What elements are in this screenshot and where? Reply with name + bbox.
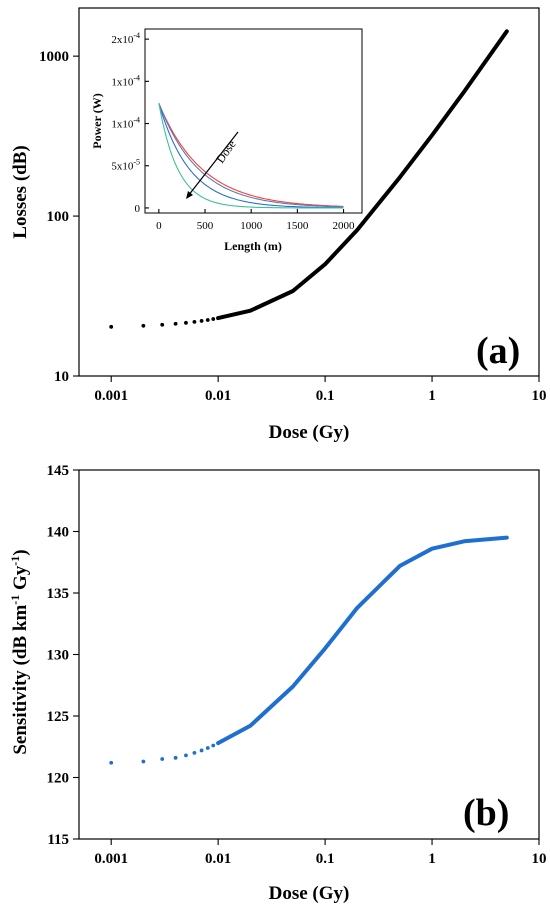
panel-b-y-tick-label: 130 — [47, 648, 70, 664]
panel-a-x-tick-label: 10 — [532, 388, 547, 404]
inset-y-tick-label: 2x10-4 — [111, 31, 140, 46]
panel-b-data-point — [160, 757, 165, 761]
panel-b-plot-area — [78, 469, 540, 840]
panel-a-x-ticks: 0.001 0.01 0.1 1 10 — [94, 376, 547, 404]
panel-a-plot-area — [78, 7, 540, 377]
panel-b-y-tick-label: 140 — [47, 525, 70, 541]
panel-a-y-axis-title: Losses (dB) — [10, 145, 31, 238]
inset-chart: 0 500 1000 1500 2000 0 5x10-5 1x10-4 1x10-4 2x10… — [90, 28, 363, 253]
panel-b-y-tick-label: 115 — [47, 832, 69, 848]
inset-y-axis-title: Power (W) — [90, 93, 104, 148]
panel-a-data-point — [184, 320, 188, 325]
inset-plot-area — [144, 28, 363, 214]
panel-a-data-point — [199, 319, 204, 323]
panel-b-y-axis-title: Sensitivity (dB km-1 Gy-1) — [8, 549, 31, 754]
panel-b-x-tick-label: 10 — [532, 851, 547, 867]
panel-a-x-tick-label: 0.001 — [94, 388, 128, 404]
inset-data-series — [158, 103, 344, 209]
panel-b-series-line — [216, 535, 509, 746]
panel-a-data-point — [192, 319, 197, 324]
panel-b-x-ticks: 0.001 0.01 0.1 1 10 — [94, 839, 547, 867]
inset-x-tick-label: 0 — [156, 220, 162, 232]
panel-a-data-point — [205, 318, 210, 322]
inset-y-tick-label: 0 — [135, 203, 141, 215]
panel-b-data-point — [192, 751, 197, 755]
panel-b-data-series — [109, 535, 509, 765]
panel-b-y-tick-label: 125 — [47, 709, 70, 725]
panel-a-y-tick-label: 100 — [47, 209, 70, 225]
panel-b-data-point — [173, 755, 178, 760]
panel-a-label: (a) — [476, 330, 520, 372]
inset-y-tick-label: 1x10-4 — [111, 73, 140, 88]
panel-a-chart: 0.001 0.01 0.1 1 10 10 100 1000 Dose (Gy) Loss… — [10, 7, 547, 443]
panel-b-data-point — [205, 746, 210, 750]
inset-x-tick-label: 1000 — [240, 220, 263, 232]
panel-b-data-point — [211, 743, 216, 748]
panel-a-x-tick-label: 0.01 — [205, 388, 231, 404]
inset-x-tick-label: 2000 — [333, 220, 356, 232]
inset-x-tick-label: 1500 — [286, 220, 309, 232]
panel-a-y-ticks: 10 100 1000 — [39, 49, 79, 385]
panel-a-y-tick-label: 10 — [54, 369, 69, 385]
inset-x-tick-label: 500 — [197, 220, 214, 232]
panel-b-x-axis-title: Dose (Gy) — [269, 883, 350, 904]
panel-a-series-line — [216, 29, 509, 321]
inset-y-tick-label: 5x10-5 — [111, 158, 140, 173]
panel-a-data-point — [141, 323, 146, 328]
inset-series-line — [158, 103, 344, 209]
panel-a-data-point — [211, 317, 216, 321]
panel-a-x-tick-label: 0.1 — [316, 388, 335, 404]
panel-a-x-tick-label: 1 — [428, 388, 436, 404]
inset-series-line — [158, 103, 344, 207]
panel-b-y-tick-label: 145 — [47, 463, 70, 479]
inset-x-axis-title: Length (m) — [224, 239, 282, 253]
panel-b-x-tick-label: 1 — [428, 851, 436, 867]
inset-series-line — [158, 103, 344, 208]
inset-x-ticks: 0 500 1000 1500 2000 — [156, 209, 355, 232]
panel-a-x-axis-title: Dose (Gy) — [269, 422, 350, 443]
panel-a-data-point — [109, 324, 114, 329]
panel-b-y-tick-label: 120 — [47, 771, 70, 787]
panel-a-data-point — [173, 321, 178, 326]
dose-arrow-head — [186, 191, 193, 199]
dose-arrow — [187, 131, 239, 197]
inset-series-line — [158, 103, 344, 209]
panel-a-y-tick-label: 1000 — [39, 49, 69, 65]
panel-b-data-point — [199, 748, 204, 753]
panel-b-x-tick-label: 0.001 — [94, 851, 128, 867]
panel-b-x-tick-label: 0.1 — [316, 851, 335, 867]
panel-b-label: (b) — [463, 792, 509, 834]
panel-a-data-point — [160, 322, 165, 327]
panel-a-data-series — [109, 29, 509, 329]
panel-b-x-tick-label: 0.01 — [205, 851, 231, 867]
panel-b-data-point — [141, 759, 146, 764]
inset-y-tick-label: 1x10-4 — [111, 116, 140, 131]
inset-y-ticks: 0 5x10-5 1x10-4 1x10-4 2x10-4 — [111, 31, 149, 215]
panel-b-y-tick-label: 135 — [47, 586, 70, 602]
panel-b-y-ticks: 115 120 125 130 135 140 145 — [47, 463, 79, 848]
panel-b-data-point — [109, 760, 114, 765]
panel-b-data-point — [184, 753, 188, 758]
